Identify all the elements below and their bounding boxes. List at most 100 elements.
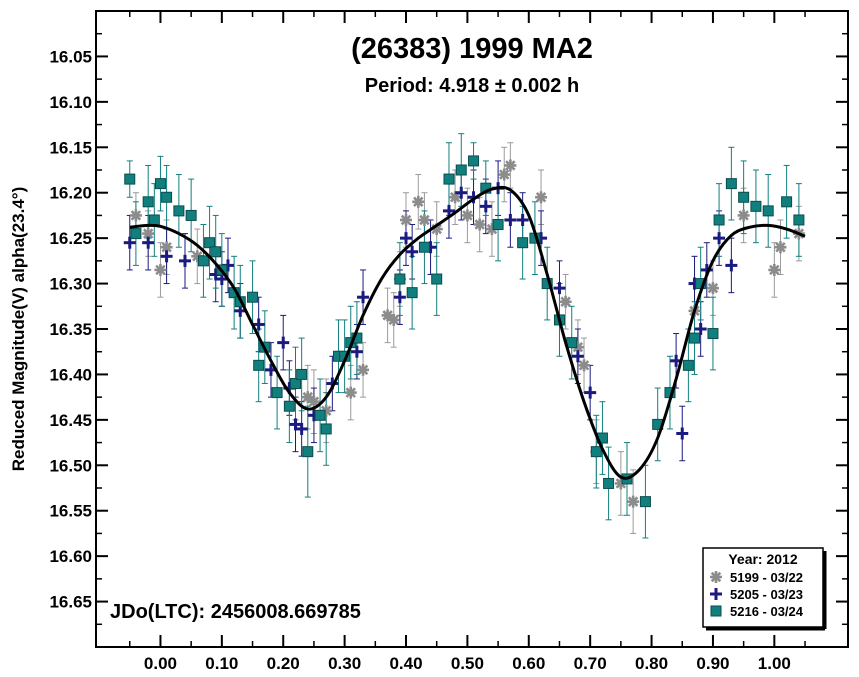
data-point-asterisk xyxy=(387,313,400,326)
asterisk-stroke xyxy=(419,214,430,226)
legend-symbol-plus xyxy=(710,588,722,600)
data-point-asterisk xyxy=(504,159,517,172)
data-point-square xyxy=(271,387,283,399)
y-tick-label: 16.20 xyxy=(49,184,92,203)
legend-entry-5205: 5205 - 03/23 xyxy=(730,587,803,602)
data-point-plus xyxy=(406,245,419,258)
data-point-square xyxy=(130,228,142,240)
legend-marker-asterisk xyxy=(710,571,722,583)
data-point-square xyxy=(492,219,504,231)
data-point-plus xyxy=(295,422,308,435)
axis-ticks xyxy=(96,11,848,647)
data-point-asterisk xyxy=(412,195,425,208)
asterisk-stroke xyxy=(560,296,571,307)
asterisk-stroke xyxy=(578,360,590,371)
data-point-plus xyxy=(400,232,413,245)
data-point-square xyxy=(455,164,467,176)
data-point-asterisk xyxy=(344,386,357,399)
data-point-square xyxy=(443,173,455,185)
data-point-square xyxy=(781,196,793,208)
data-point-asterisk xyxy=(737,209,750,222)
y-tick-label: 16.65 xyxy=(49,593,92,612)
asterisk-stroke xyxy=(161,242,172,253)
data-point-asterisk xyxy=(461,209,474,222)
data-point-plus xyxy=(277,336,290,349)
y-tick-labels: 16.05 16.10 16.15 16.20 16.25 16.30 16.35 16.40… xyxy=(49,47,92,611)
data-point-asterisk xyxy=(307,395,320,408)
x-tick-label: 0.70 xyxy=(574,654,607,673)
data-point-square xyxy=(283,400,295,412)
legend-symbol-square xyxy=(710,605,722,617)
data-point-square xyxy=(406,287,418,299)
data-point-plus xyxy=(504,213,517,226)
asterisk-stroke xyxy=(130,210,142,221)
data-point-plus xyxy=(160,250,173,263)
data-point-square xyxy=(468,155,480,167)
asterisk-stroke xyxy=(769,264,780,276)
data-point-square xyxy=(124,173,136,185)
data-point-square xyxy=(418,241,430,253)
data-point-plus xyxy=(289,418,302,431)
data-point-plus xyxy=(350,345,363,358)
asterisk-stroke xyxy=(345,387,356,398)
asterisk-stroke xyxy=(357,364,369,376)
data-point-plus xyxy=(393,291,406,304)
asterisk-stroke xyxy=(707,282,719,294)
asterisk-stroke xyxy=(142,228,154,239)
x-tick-label: 0.80 xyxy=(635,654,668,673)
data-point-asterisk xyxy=(400,213,413,226)
data-point-asterisk xyxy=(774,241,787,254)
asterisk-stroke xyxy=(449,192,461,203)
data-point-square xyxy=(639,496,651,508)
data-point-asterisk xyxy=(627,495,640,508)
data-point-square xyxy=(296,368,308,380)
data-point-square xyxy=(682,359,694,371)
fit-curve xyxy=(129,185,806,480)
legend-entry-5216: 5216 - 03/24 xyxy=(730,604,804,619)
y-tick-label: 16.05 xyxy=(49,47,92,66)
asterisk-stroke xyxy=(155,264,166,276)
asterisk-stroke xyxy=(400,214,412,226)
x-tick-label: 0.00 xyxy=(144,654,177,673)
data-point-plus xyxy=(553,282,566,295)
asterisk-stroke xyxy=(382,310,393,321)
x-tick-label: 1.00 xyxy=(758,654,791,673)
y-tick-label: 16.55 xyxy=(49,502,92,521)
legend-entry-5199: 5199 - 03/22 xyxy=(730,570,803,585)
data-point-asterisk xyxy=(449,191,462,204)
data-point-asterisk xyxy=(357,363,370,376)
data-point-square xyxy=(247,291,259,303)
asterisk-stroke xyxy=(572,341,584,353)
y-axis-label: Reduced Magnitude(V) alpha(23.4°) xyxy=(9,187,28,472)
y-tick-label: 16.15 xyxy=(49,138,92,157)
x-tick-label: 0.60 xyxy=(512,654,545,673)
asterisk-stroke xyxy=(738,210,749,221)
data-point-square xyxy=(725,178,737,190)
data-point-square xyxy=(431,273,443,285)
data-point-asterisk xyxy=(535,191,548,204)
data-point-plus xyxy=(455,186,468,199)
data-point-asterisk xyxy=(498,168,511,181)
x-tick-label: 0.40 xyxy=(389,654,422,673)
data-point-square xyxy=(750,200,762,212)
data-point-asterisk xyxy=(142,227,155,240)
data-point-square xyxy=(154,178,166,190)
data-point-asterisk xyxy=(768,263,781,276)
legend: Year: 2012 5199 - 03/22 5205 - 03/23 521… xyxy=(702,547,827,631)
x-tick-label: 0.50 xyxy=(451,654,484,673)
asterisk-stroke xyxy=(474,219,485,230)
data-point-square xyxy=(314,409,326,421)
data-point-square xyxy=(290,378,302,390)
asterisk-stroke xyxy=(775,242,786,253)
data-point-square xyxy=(320,423,332,435)
x-tick-label: 0.20 xyxy=(267,654,300,673)
data-point-plus xyxy=(442,204,455,217)
data-point-asterisk xyxy=(418,213,431,226)
data-point-plus xyxy=(694,323,707,335)
asterisk-stroke xyxy=(388,314,399,326)
x-tick-label: 0.10 xyxy=(205,654,238,673)
data-point-plus xyxy=(713,232,726,245)
data-point-square xyxy=(738,191,750,203)
data-point-plus xyxy=(516,213,529,226)
x-tick-label: 0.30 xyxy=(328,654,361,673)
